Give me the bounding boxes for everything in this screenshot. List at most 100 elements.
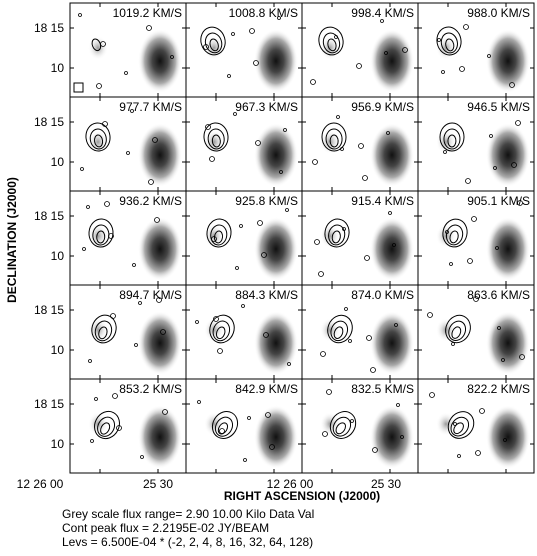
noise-contour [388, 211, 392, 215]
velocity-label: 853.2 KM/S [119, 382, 182, 396]
noise-contour [88, 359, 92, 363]
contour [450, 416, 470, 437]
panel: 946.5 KM/S [417, 96, 535, 192]
galaxy-continuum [138, 311, 182, 375]
noise-contour [384, 51, 388, 55]
noise-contour [287, 362, 291, 366]
noise-contour [197, 400, 201, 404]
velocity-label: 822.2 KM/S [467, 382, 530, 396]
contour [449, 230, 459, 244]
contour [439, 122, 465, 152]
x-tick-label: 12 26 00 [17, 477, 64, 491]
galaxy-continuum [486, 123, 530, 187]
noise-contour [429, 392, 435, 398]
noise-contour [265, 412, 271, 418]
footer-line: Grey scale flux range= 2.90 10.00 Kilo D… [62, 507, 314, 521]
noise-contour [124, 71, 128, 75]
contour [328, 224, 346, 246]
y-tick-label: 18 15 [34, 209, 64, 223]
noise-contour [443, 150, 447, 154]
contour [91, 38, 102, 52]
noise-contour [501, 358, 505, 362]
noise-contour [279, 170, 283, 174]
noise-contour [269, 444, 275, 450]
noise-contour [471, 216, 477, 222]
beam [73, 82, 84, 93]
velocity-label: 832.5 KM/S [351, 382, 414, 396]
noise-contour [235, 266, 239, 270]
contour [451, 326, 462, 339]
velocity-label: 988.0 KM/S [467, 6, 530, 20]
contour [209, 314, 235, 344]
panel: 874.0 KM/S [301, 284, 419, 380]
noise-contour [320, 351, 326, 357]
noise-contour [203, 44, 209, 50]
noise-contour [394, 323, 398, 327]
panel: 936.2 KM/S [69, 190, 187, 286]
noise-contour [372, 447, 378, 453]
noise-contour [219, 428, 225, 434]
noise-contour [78, 13, 82, 17]
noise-contour [445, 230, 449, 234]
panel-border [417, 378, 535, 474]
noise-contour [356, 63, 362, 69]
faint-source [88, 36, 108, 60]
panel: 832.5 KM/S [301, 378, 419, 474]
panel: 977.7 KM/S [69, 96, 187, 192]
faint-source [204, 412, 224, 436]
contour [91, 314, 117, 344]
contour [88, 218, 114, 248]
noise-contour [364, 255, 370, 261]
galaxy-continuum [370, 217, 414, 281]
noise-contour [243, 458, 247, 462]
contour [324, 218, 350, 248]
noise-contour [449, 262, 453, 266]
velocity-label: 874.0 KM/S [351, 288, 414, 302]
noise-contour [213, 316, 219, 322]
contour [443, 128, 461, 150]
contour [318, 26, 344, 56]
panel: 956.9 KM/S [301, 96, 419, 192]
noise-contour [86, 205, 90, 209]
contour [212, 320, 231, 342]
galaxy-continuum [138, 123, 182, 187]
noise-contour [82, 247, 86, 251]
contour [94, 134, 104, 148]
velocity-label: 884.3 KM/S [235, 288, 298, 302]
panel: 884.3 KM/S [185, 284, 303, 380]
noise-contour [138, 301, 142, 305]
contour [327, 314, 353, 344]
noise-contour [146, 25, 152, 31]
y-tick-label: 10 [51, 343, 65, 357]
contour [436, 26, 462, 56]
y-tick-label: 18 15 [34, 21, 64, 35]
noise-contour [358, 143, 364, 149]
contour [211, 411, 239, 439]
galaxy-continuum [486, 29, 530, 93]
velocity-label: 894.7 KM/S [119, 288, 182, 302]
noise-contour [148, 179, 154, 185]
noise-contour [160, 329, 166, 335]
noise-contour [314, 239, 320, 245]
noise-contour [205, 124, 211, 130]
noise-contour [253, 60, 259, 66]
contour [211, 134, 221, 148]
noise-contour [342, 227, 346, 231]
noise-contour [340, 147, 344, 151]
noise-contour [312, 159, 318, 165]
noise-contour [154, 217, 160, 223]
noise-contour [247, 416, 251, 420]
velocity-label: 925.8 KM/S [235, 194, 298, 208]
noise-contour [310, 79, 316, 85]
noise-contour [437, 38, 441, 42]
noise-contour [370, 367, 376, 373]
noise-contour [475, 450, 481, 456]
contour [447, 411, 475, 439]
noise-contour [479, 408, 485, 414]
velocity-label: 863.6 KM/S [467, 288, 530, 302]
contour [327, 38, 337, 52]
contour [330, 320, 349, 342]
noise-contour [350, 419, 354, 423]
noise-contour [509, 82, 515, 88]
